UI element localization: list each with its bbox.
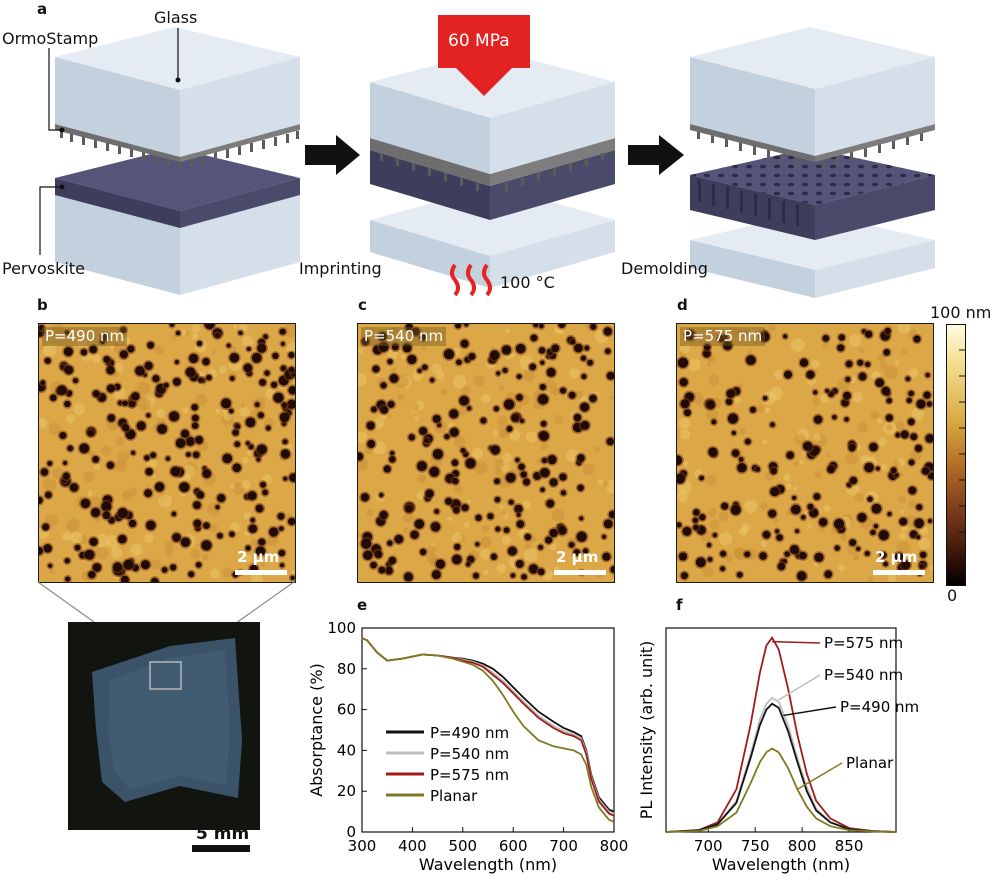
chart-axes: 300 400 500 600 700 800 0 20 40 60 80 100 Wavelength… xyxy=(307,619,628,874)
afm-image-575: P=575 nm 2 µm xyxy=(676,323,934,583)
scale-bar-540 xyxy=(554,570,606,575)
annotation-leader xyxy=(772,640,821,644)
y-tick-label: 100 xyxy=(327,619,356,637)
scale-bar-label-540: 2 µm xyxy=(556,548,599,566)
label-ormostamp: OrmoStamp xyxy=(2,29,99,48)
scale-bar-575 xyxy=(873,570,925,575)
plot-frame xyxy=(665,627,897,833)
series-annotations: P=575 nm P=540 nm P=490 nm Planar xyxy=(772,634,919,790)
scale-bar-490 xyxy=(235,570,287,575)
x-axis-label: Wavelength (nm) xyxy=(712,855,850,874)
x-tick-label: 850 xyxy=(835,837,864,855)
label-glass: Glass xyxy=(154,8,198,27)
label-imprinting: Imprinting xyxy=(299,259,382,278)
pressure-label: 60 MPa xyxy=(448,31,510,51)
sample-photo xyxy=(37,581,295,852)
y-axis-label: Absorptance (%) xyxy=(307,663,326,797)
panel-label-b: b xyxy=(37,296,48,314)
afm-image-490: P=490 nm 2 µm xyxy=(38,323,296,583)
x-tick-label: 800 xyxy=(788,837,817,855)
y-axis-label: PL Intensity (arb. unit) xyxy=(637,641,656,820)
y-tick-label: 20 xyxy=(337,782,356,800)
legend-entry: P=490 nm xyxy=(430,724,509,742)
label-demolding: Demolding xyxy=(621,259,708,278)
process-arrow-2 xyxy=(628,135,684,175)
y-tick-label: 80 xyxy=(337,660,356,678)
legend-entry: P=575 nm xyxy=(430,766,509,784)
series-line-planar xyxy=(665,747,897,833)
stage-before-imprint xyxy=(39,27,300,295)
panel-label-d: d xyxy=(677,296,688,314)
x-tick-label: 400 xyxy=(398,837,427,855)
x-tick-label: 500 xyxy=(448,837,477,855)
colorbar-min-label: 0 xyxy=(947,586,958,605)
temperature-label: 100 °C xyxy=(500,273,555,292)
annotation-label: P=540 nm xyxy=(824,666,903,684)
height-colorbar xyxy=(946,324,966,586)
top-glass-block xyxy=(55,27,300,157)
x-tick-label: 700 xyxy=(694,837,723,855)
stamp-pillars xyxy=(60,130,299,169)
absorptance-chart: 300 400 500 600 700 800 0 20 40 60 80 100 Wavelength… xyxy=(307,619,628,874)
legend: P=490 nm P=540 nm P=575 nm Planar xyxy=(386,724,509,805)
afm-topography-575 xyxy=(677,324,933,582)
stage-imprinting xyxy=(370,15,615,297)
annotation-leader xyxy=(797,762,843,790)
afm-topography-490 xyxy=(39,324,295,582)
label-pervoskite: Pervoskite xyxy=(2,259,85,278)
legend-entry: Planar xyxy=(430,787,478,805)
ormostamp-layer xyxy=(55,124,300,162)
period-label-575: P=575 nm xyxy=(680,327,766,346)
scale-bar-label-490: 2 µm xyxy=(237,548,280,566)
photo-scale-bar-label: 5 mm xyxy=(196,824,250,844)
x-tick-label: 700 xyxy=(549,837,578,855)
perovskite-layer xyxy=(55,148,300,228)
annotation-leader xyxy=(778,674,821,701)
period-label-540: P=540 nm xyxy=(361,327,447,346)
panel-label-a: a xyxy=(37,0,48,18)
panel-label-c: c xyxy=(358,296,367,314)
heat-wave-icon xyxy=(450,263,492,297)
period-label-490: P=490 nm xyxy=(42,327,128,346)
plot-frame xyxy=(361,627,615,833)
series-line-planar xyxy=(361,637,615,823)
process-arrow-1 xyxy=(305,135,360,175)
scale-bar-label-575: 2 µm xyxy=(875,548,918,566)
x-tick-label: 800 xyxy=(600,837,629,855)
y-tick-label: 60 xyxy=(337,701,356,719)
y-tick-label: 0 xyxy=(346,823,356,841)
x-axis-label: Wavelength (nm) xyxy=(419,855,557,874)
series-line-p-490-nm xyxy=(665,702,897,833)
annotation-label: P=490 nm xyxy=(840,698,919,716)
pressure-arrow xyxy=(438,15,530,96)
x-tick-label: 300 xyxy=(348,837,377,855)
panel-label-f: f xyxy=(676,596,683,614)
afm-image-540: P=540 nm 2 µm xyxy=(357,323,615,583)
afm-topography-540 xyxy=(358,324,614,582)
colorbar-ticks xyxy=(959,349,965,559)
series-line-p-575-nm xyxy=(665,636,897,833)
stage-demolding xyxy=(690,27,935,298)
annotation-leader xyxy=(783,706,837,717)
y-tick-label: 40 xyxy=(337,741,356,759)
x-tick-label: 600 xyxy=(499,837,528,855)
imprinting-schematic xyxy=(39,15,935,298)
x-tick-label: 750 xyxy=(741,837,770,855)
colorbar-max-label: 100 nm xyxy=(930,303,992,322)
panel-label-e: e xyxy=(357,596,368,614)
annotation-label: Planar xyxy=(846,754,894,772)
annotation-label: P=575 nm xyxy=(824,634,903,652)
legend-entry: P=540 nm xyxy=(430,745,509,763)
